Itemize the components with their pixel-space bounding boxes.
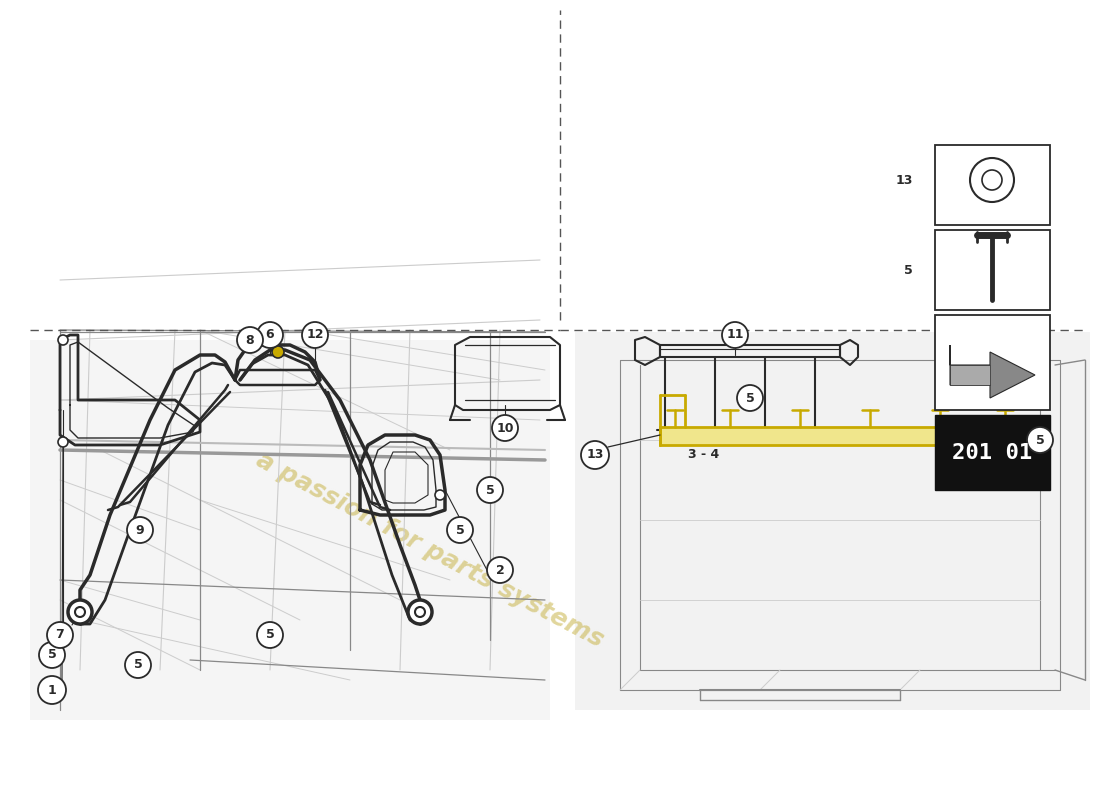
Circle shape: [75, 607, 85, 617]
Circle shape: [434, 490, 446, 500]
Text: 10: 10: [496, 422, 514, 434]
Text: 7: 7: [56, 629, 65, 642]
Text: 1: 1: [47, 683, 56, 697]
Text: 5: 5: [1035, 434, 1044, 446]
Circle shape: [970, 158, 1014, 202]
Text: 3 - 4: 3 - 4: [688, 448, 719, 461]
Circle shape: [39, 642, 65, 668]
Circle shape: [487, 557, 513, 583]
Text: 2: 2: [496, 563, 505, 577]
Polygon shape: [950, 365, 990, 385]
Bar: [935, 315, 1050, 410]
Circle shape: [492, 415, 518, 441]
Circle shape: [58, 437, 68, 447]
Circle shape: [737, 385, 763, 411]
Text: 5: 5: [47, 649, 56, 662]
Bar: [30, 340, 550, 720]
Text: 8: 8: [245, 334, 254, 346]
Circle shape: [415, 607, 425, 617]
Bar: [935, 415, 1050, 490]
Text: 5: 5: [746, 391, 755, 405]
Text: 12: 12: [306, 329, 323, 342]
Circle shape: [257, 622, 283, 648]
Text: 9: 9: [135, 523, 144, 537]
Circle shape: [47, 622, 73, 648]
Circle shape: [68, 600, 92, 624]
Circle shape: [1027, 427, 1053, 453]
Circle shape: [272, 346, 284, 358]
Text: 201 01: 201 01: [952, 443, 1032, 463]
Text: 11: 11: [726, 329, 744, 342]
Text: 13: 13: [586, 449, 604, 462]
Text: 5: 5: [904, 263, 913, 277]
Circle shape: [257, 322, 283, 348]
Circle shape: [408, 600, 432, 624]
Circle shape: [581, 441, 609, 469]
Text: 5: 5: [485, 483, 494, 497]
Text: 5: 5: [133, 658, 142, 671]
Bar: [935, 230, 1050, 310]
Polygon shape: [660, 427, 1020, 445]
Text: a passion for parts systems: a passion for parts systems: [252, 448, 608, 652]
Text: 5: 5: [455, 523, 464, 537]
Circle shape: [39, 676, 66, 704]
Circle shape: [447, 517, 473, 543]
Text: 13: 13: [895, 174, 913, 186]
Text: 6: 6: [266, 329, 274, 342]
Circle shape: [236, 327, 263, 353]
Circle shape: [302, 322, 328, 348]
Circle shape: [722, 322, 748, 348]
Polygon shape: [950, 345, 1035, 398]
Circle shape: [125, 652, 151, 678]
Circle shape: [477, 477, 503, 503]
Circle shape: [982, 170, 1002, 190]
Circle shape: [126, 517, 153, 543]
Bar: [575, 332, 1090, 710]
Text: 5: 5: [265, 629, 274, 642]
Bar: [935, 145, 1050, 225]
Circle shape: [58, 335, 68, 345]
